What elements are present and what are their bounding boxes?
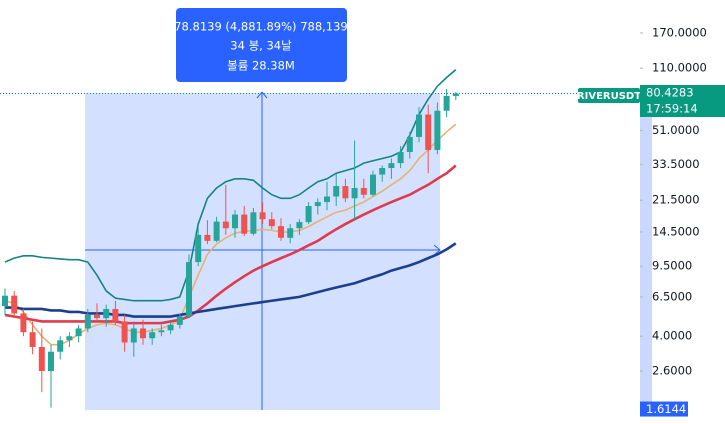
candle-body (75, 328, 82, 337)
candle-body (186, 262, 192, 317)
candle-body (370, 174, 376, 195)
candle-body (434, 110, 441, 150)
indicator-line (5, 242, 457, 318)
candle-body (130, 328, 137, 343)
y-tick-label: 110.0000 (652, 61, 707, 75)
candle-body (167, 324, 174, 331)
candle-body (360, 187, 367, 195)
y-tick-label: 4.0000 (652, 329, 692, 343)
candle-body (416, 114, 422, 137)
candle-body (2, 295, 8, 307)
symbol: RIVERUSDT (577, 91, 641, 102)
candle-body (20, 313, 27, 333)
candle-body (38, 346, 45, 372)
candle-body (379, 168, 386, 175)
candle-body (397, 152, 404, 164)
candle-body (94, 314, 100, 319)
candle-body (351, 187, 358, 199)
price-box (640, 85, 725, 117)
candle-body (11, 295, 18, 314)
indicator-line (4, 69, 457, 302)
candle-body (149, 332, 156, 339)
countdown: 17:59:14 (646, 102, 698, 116)
candle-body (296, 222, 303, 229)
candle-body (66, 336, 73, 341)
range-low-box (640, 401, 688, 417)
candle-body (287, 228, 294, 238)
plot (0, 69, 640, 408)
candle-body (333, 186, 340, 197)
candle-body (121, 321, 128, 343)
candle-body (425, 114, 432, 150)
y-tick-label: 9.5000 (652, 259, 692, 273)
tooltip-line: 34 봉, 34날 (230, 39, 292, 53)
candle-body (84, 314, 91, 329)
candle-body (443, 95, 450, 111)
candle-body (305, 206, 312, 223)
tooltip-line: 볼륨 28.38M (227, 59, 295, 73)
tooltip-box (176, 8, 347, 82)
candle-body (241, 214, 248, 234)
candle-body (204, 234, 211, 241)
candle-body (57, 340, 64, 352)
y-tick-label: 51.0000 (652, 123, 700, 137)
candle-body (158, 330, 165, 333)
candle-body (406, 136, 413, 153)
candle-body (176, 316, 183, 325)
y-tick-label: 21.5000 (652, 193, 700, 207)
symbol-box (578, 88, 640, 103)
candle-body (112, 308, 119, 322)
range-low: 1.6144 (646, 402, 686, 416)
candle-body (268, 219, 275, 227)
indicator-line (4, 164, 457, 325)
arrow (256, 91, 268, 99)
candle-body (222, 221, 229, 229)
candle-body (452, 93, 459, 96)
candle-body (278, 226, 284, 238)
y-tick-label: 14.5000 (652, 225, 700, 239)
candle-body (195, 234, 202, 263)
candle-body (103, 308, 110, 319)
candle-body (388, 163, 395, 169)
axis-range (640, 93, 652, 410)
y-tick-label: 2.6000 (652, 364, 692, 378)
candle-body (342, 186, 349, 199)
candle-body (140, 328, 146, 339)
candle-body (213, 221, 220, 241)
candle-body (48, 351, 54, 372)
arrow (433, 244, 441, 256)
y-tick-label: 6.5000 (652, 289, 692, 303)
candle-body (314, 202, 321, 207)
candle-body (232, 214, 238, 229)
last-price: 80.4283 (646, 86, 694, 100)
candle-body (324, 196, 330, 203)
candle-body (259, 212, 266, 220)
candle-body (29, 332, 36, 347)
tooltip-line: 78.8139 (4,881.89%) 788,139 (174, 20, 348, 34)
y-tick-label: 170.0000 (652, 25, 707, 39)
candle-body (250, 212, 257, 234)
y-tick-label: 33.5000 (652, 157, 700, 171)
